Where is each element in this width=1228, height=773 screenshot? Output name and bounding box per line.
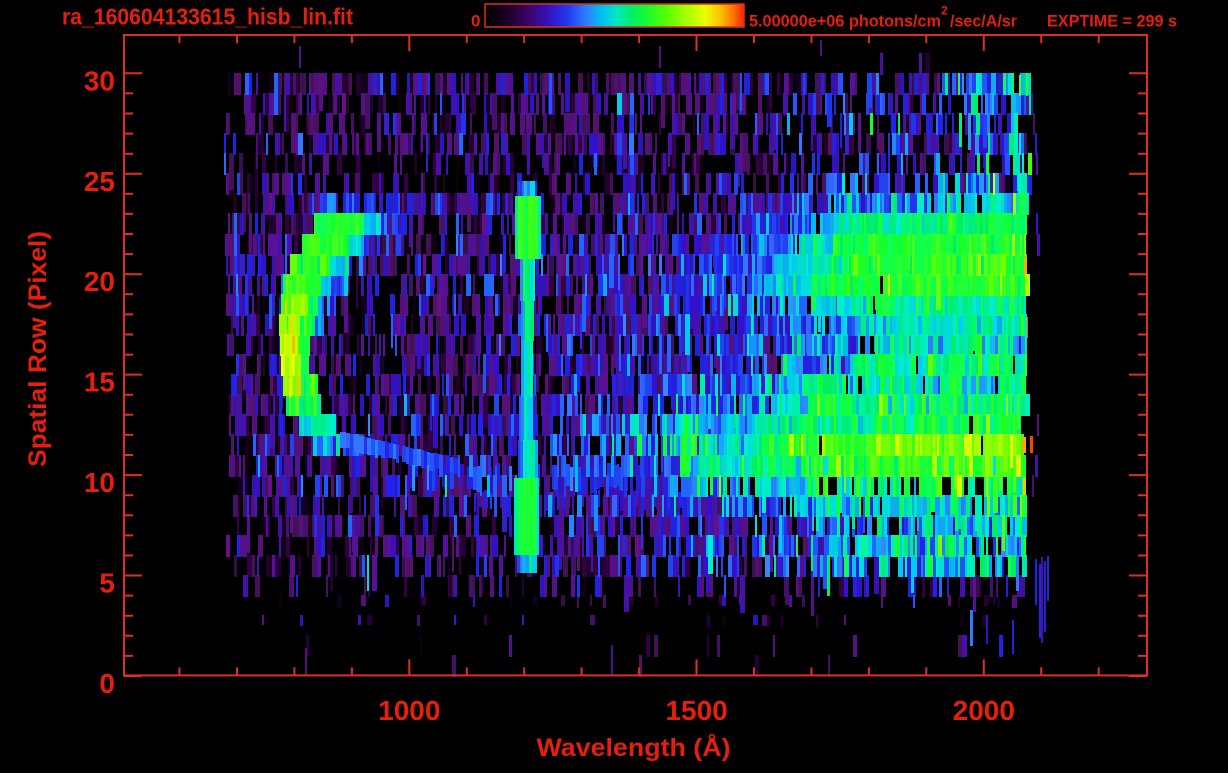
svg-text:5: 5 — [99, 568, 115, 599]
svg-text:EXPTIME = 299 s: EXPTIME = 299 s — [1047, 12, 1177, 31]
svg-text:1500: 1500 — [665, 695, 727, 726]
svg-text:10: 10 — [84, 467, 115, 498]
svg-text:2000: 2000 — [953, 695, 1015, 726]
svg-text:1000: 1000 — [378, 695, 440, 726]
svg-text:Spatial Row (Pixel): Spatial Row (Pixel) — [24, 231, 52, 467]
svg-text:Wavelength (Å): Wavelength (Å) — [537, 733, 731, 762]
svg-text:30: 30 — [84, 65, 115, 96]
svg-text:25: 25 — [84, 166, 115, 197]
svg-text:2: 2 — [941, 4, 948, 18]
svg-text:5.00000e+06 photons/cm: 5.00000e+06 photons/cm — [749, 12, 941, 31]
svg-text:0: 0 — [99, 668, 115, 699]
svg-text:15: 15 — [84, 367, 115, 398]
svg-text:ra_160604133615_hisb_lin.fit: ra_160604133615_hisb_lin.fit — [62, 4, 353, 30]
svg-text:0: 0 — [471, 12, 480, 31]
svg-text:20: 20 — [84, 266, 115, 297]
svg-text:/sec/A/sr: /sec/A/sr — [950, 12, 1017, 31]
